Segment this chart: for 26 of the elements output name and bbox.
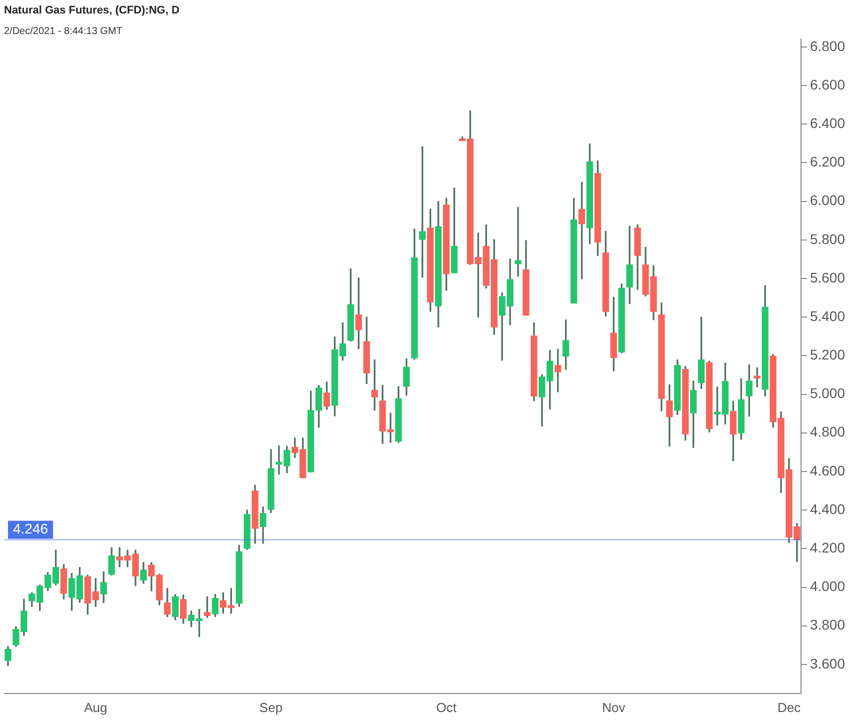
- x-tick-label: Sep: [259, 700, 283, 715]
- y-tick-label: 5.600: [810, 269, 846, 286]
- x-tick-label: Aug: [84, 700, 108, 715]
- y-tick-label: 4.600: [810, 462, 846, 478]
- y-tick-label: 6.400: [810, 114, 846, 131]
- candlestick: [514, 206, 522, 277]
- y-tick-label: 5.000: [810, 385, 846, 402]
- y-tick-label: 6.000: [810, 192, 846, 208]
- y-tick-label: 3.800: [810, 616, 846, 633]
- x-tick-label: Nov: [602, 700, 626, 715]
- x-tick-label: Dec: [777, 700, 802, 715]
- y-tick-label: 5.200: [810, 346, 846, 363]
- y-tick-label: 4.200: [810, 540, 846, 556]
- ref-line-label: 4.246: [13, 520, 48, 537]
- y-tick-label: 5.400: [810, 308, 846, 324]
- y-tick-label: 4.000: [810, 578, 846, 594]
- y-tick-label: 6.600: [810, 76, 846, 92]
- chart-subtitle: 2/Dec/2021 - 8:44:13 GMT: [4, 26, 122, 37]
- y-tick-label: 3.600: [810, 655, 846, 672]
- y-tick-label: 4.400: [810, 500, 846, 517]
- chart-title: Natural Gas Futures, (CFD):NG, D: [4, 4, 180, 17]
- y-tick-label: 4.800: [810, 424, 846, 440]
- y-tick-label: 6.200: [810, 154, 846, 170]
- x-tick-label: Oct: [436, 700, 457, 715]
- y-tick-label: 6.800: [810, 38, 846, 54]
- y-tick-label: 5.800: [810, 230, 846, 247]
